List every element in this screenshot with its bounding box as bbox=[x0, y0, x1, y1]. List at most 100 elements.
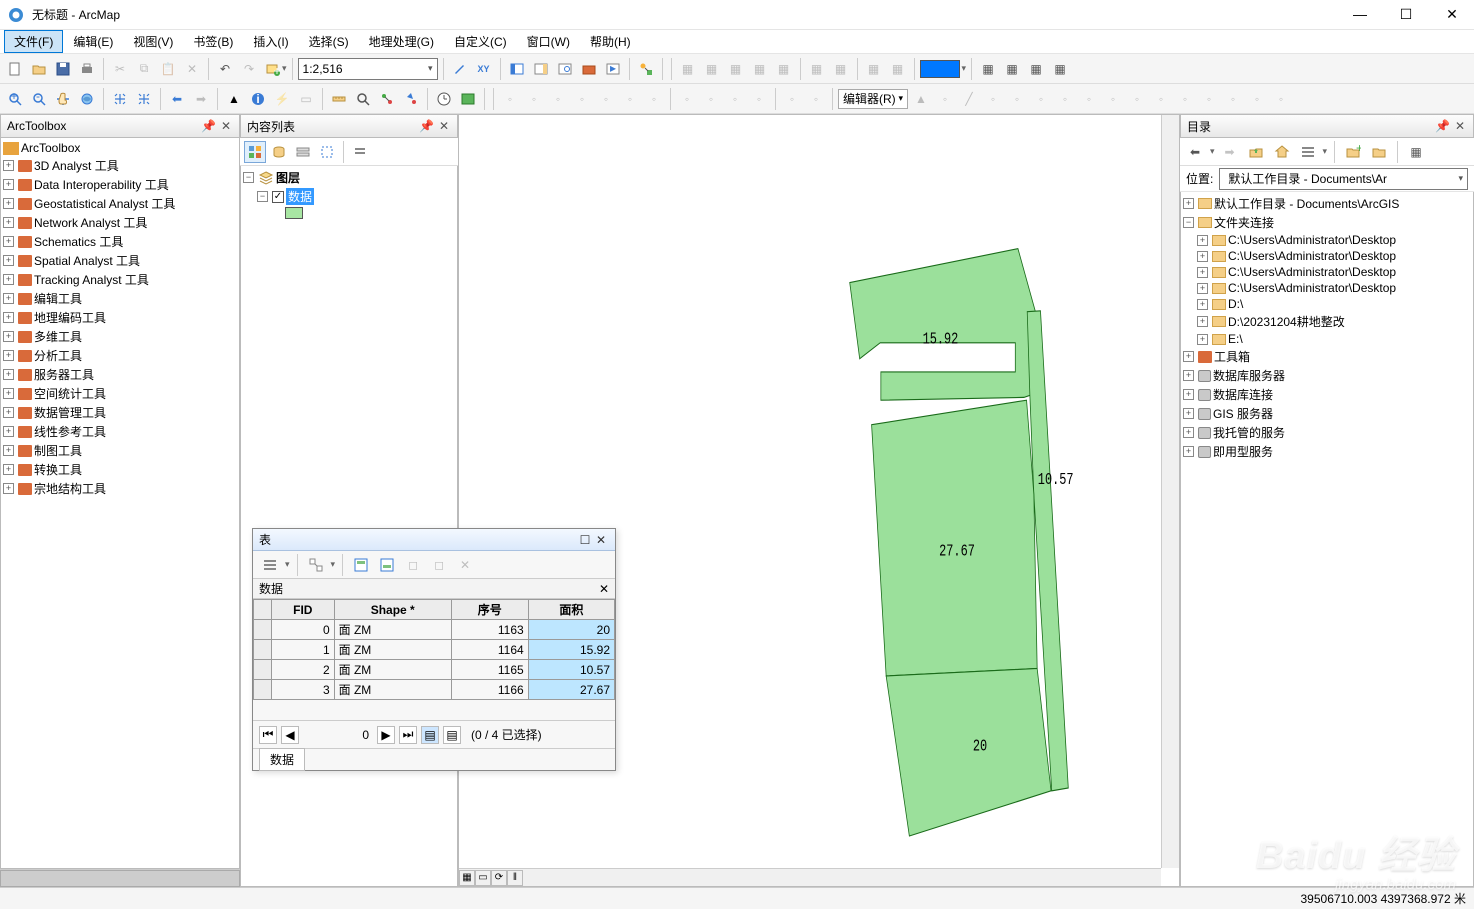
cell-fid[interactable]: 1 bbox=[272, 640, 335, 660]
catalog-folder[interactable]: +C:\Users\Administrator\Desktop bbox=[1183, 248, 1471, 264]
menu-窗口[interactable]: 窗口(W) bbox=[517, 30, 580, 53]
minimize-button[interactable]: — bbox=[1346, 6, 1374, 23]
layout-view-icon[interactable]: ▭ bbox=[475, 870, 491, 886]
list-by-drawing-icon[interactable] bbox=[244, 141, 266, 163]
expand-icon[interactable]: + bbox=[3, 483, 14, 494]
cell-area[interactable]: 10.57 bbox=[528, 660, 614, 680]
row-header[interactable] bbox=[254, 640, 272, 660]
expand-icon[interactable]: + bbox=[1183, 408, 1194, 419]
dropdown-caret-icon[interactable]: ▾ bbox=[962, 63, 967, 74]
collapse-icon[interactable]: − bbox=[243, 172, 254, 183]
expand-icon[interactable]: + bbox=[3, 464, 14, 475]
expand-icon[interactable]: + bbox=[3, 293, 14, 304]
table-row[interactable]: 2面 ZM116510.57 bbox=[254, 660, 615, 680]
catalog-folder[interactable]: +E:\ bbox=[1183, 331, 1471, 347]
cat-default-dir[interactable]: +默认工作目录 - Documents\ArcGIS bbox=[1183, 194, 1471, 213]
cat-folder-connections[interactable]: −文件夹连接 bbox=[1183, 213, 1471, 232]
table-col-header[interactable]: 序号 bbox=[451, 600, 528, 620]
cat-db-conn[interactable]: +数据库连接 bbox=[1183, 385, 1471, 404]
expand-icon[interactable]: + bbox=[1197, 316, 1208, 327]
layer-checkbox[interactable]: ✓ bbox=[272, 191, 284, 203]
catalog-folder[interactable]: +C:\Users\Administrator\Desktop bbox=[1183, 232, 1471, 248]
save-icon[interactable] bbox=[52, 58, 74, 80]
find-icon[interactable] bbox=[352, 88, 374, 110]
back-icon[interactable]: ⬅ bbox=[1184, 141, 1206, 163]
show-all-icon[interactable]: ▤ bbox=[421, 726, 439, 744]
scale-combo[interactable]: 1:2,516 ▾ bbox=[298, 58, 438, 80]
cat-gis-servers[interactable]: +GIS 服务器 bbox=[1183, 404, 1471, 423]
cell-fid[interactable]: 3 bbox=[272, 680, 335, 700]
expand-icon[interactable]: + bbox=[3, 426, 14, 437]
collapse-icon[interactable]: − bbox=[257, 191, 268, 202]
menu-地理处理[interactable]: 地理处理(G) bbox=[359, 30, 444, 53]
map-polygon[interactable] bbox=[872, 400, 1038, 676]
refresh-icon[interactable]: ⟳ bbox=[491, 870, 507, 886]
expand-icon[interactable]: + bbox=[3, 369, 14, 380]
maximize-button[interactable]: ☐ bbox=[1392, 6, 1420, 23]
toolbox-item[interactable]: +Spatial Analyst 工具 bbox=[3, 251, 237, 270]
select-by-attr-icon[interactable] bbox=[350, 554, 372, 576]
expand-icon[interactable]: + bbox=[1183, 198, 1194, 209]
expand-icon[interactable]: + bbox=[3, 350, 14, 361]
find-route-icon[interactable] bbox=[376, 88, 398, 110]
fixed-zoom-out-icon[interactable] bbox=[133, 88, 155, 110]
expand-icon[interactable]: + bbox=[1197, 251, 1208, 262]
table-options-icon[interactable] bbox=[259, 554, 281, 576]
related-tables-icon[interactable] bbox=[305, 554, 327, 576]
cell-area[interactable]: 20 bbox=[528, 620, 614, 640]
symbol-preview[interactable] bbox=[920, 60, 960, 78]
cell-shape[interactable]: 面 ZM bbox=[334, 680, 451, 700]
toolbox-item[interactable]: +多维工具 bbox=[3, 327, 237, 346]
table-row[interactable]: 3面 ZM116627.67 bbox=[254, 680, 615, 700]
cell-seq[interactable]: 1166 bbox=[451, 680, 528, 700]
data-view-icon[interactable]: ▦ bbox=[459, 870, 475, 886]
catalog-folder[interactable]: +D:\ bbox=[1183, 296, 1471, 312]
pause-icon[interactable]: ‖ bbox=[507, 870, 523, 886]
prev-extent-icon[interactable]: ⬅ bbox=[166, 88, 188, 110]
layout-icon-2[interactable]: ▦ bbox=[1001, 58, 1023, 80]
toolbox-item[interactable]: +转换工具 bbox=[3, 460, 237, 479]
row-header[interactable] bbox=[254, 660, 272, 680]
close-button[interactable]: ✕ bbox=[1438, 6, 1466, 23]
toolbox-item[interactable]: +编辑工具 bbox=[3, 289, 237, 308]
expand-icon[interactable]: + bbox=[1197, 283, 1208, 294]
toolbox-item[interactable]: +Geostatistical Analyst 工具 bbox=[3, 194, 237, 213]
expand-icon[interactable]: + bbox=[3, 217, 14, 228]
python-icon[interactable]: ▸ bbox=[602, 58, 624, 80]
row-header[interactable] bbox=[254, 620, 272, 640]
identify-icon[interactable]: i bbox=[247, 88, 269, 110]
expand-icon[interactable]: + bbox=[3, 312, 14, 323]
close-icon[interactable]: ✕ bbox=[1453, 119, 1467, 133]
catalog-folder[interactable]: +C:\Users\Administrator\Desktop bbox=[1183, 264, 1471, 280]
table-title-bar[interactable]: 表 ☐ ✕ bbox=[253, 529, 615, 551]
toolbox-hscroll[interactable] bbox=[0, 869, 240, 887]
fixed-zoom-in-icon[interactable] bbox=[109, 88, 131, 110]
map-polygon[interactable] bbox=[850, 249, 1035, 401]
list-by-visibility-icon[interactable] bbox=[292, 141, 314, 163]
expand-icon[interactable]: + bbox=[1183, 446, 1194, 457]
map-hscroll[interactable]: ▦ ▭ ⟳ ‖ bbox=[459, 868, 1161, 886]
up-icon[interactable] bbox=[1245, 141, 1267, 163]
table-close-icon[interactable]: ✕ bbox=[593, 533, 609, 547]
toolbox-item[interactable]: +Network Analyst 工具 bbox=[3, 213, 237, 232]
goto-xy-icon[interactable] bbox=[400, 88, 422, 110]
model-builder-icon[interactable] bbox=[635, 58, 657, 80]
table-tab[interactable]: 数据 bbox=[259, 748, 305, 771]
time-slider-icon[interactable] bbox=[433, 88, 455, 110]
pin-icon[interactable]: 📌 bbox=[419, 119, 433, 133]
connect-folder-icon[interactable]: + bbox=[1342, 141, 1364, 163]
catalog-icon[interactable] bbox=[530, 58, 552, 80]
menu-编辑[interactable]: 编辑(E) bbox=[63, 30, 123, 53]
expand-icon[interactable]: + bbox=[1197, 267, 1208, 278]
catalog-folder[interactable]: +C:\Users\Administrator\Desktop bbox=[1183, 280, 1471, 296]
toolbox-item[interactable]: +Tracking Analyst 工具 bbox=[3, 270, 237, 289]
table-row[interactable]: 0面 ZM116320 bbox=[254, 620, 615, 640]
list-by-selection-icon[interactable] bbox=[316, 141, 338, 163]
table-row[interactable]: 1面 ZM116415.92 bbox=[254, 640, 615, 660]
expand-icon[interactable]: + bbox=[3, 274, 14, 285]
xy-icon[interactable]: XY bbox=[473, 58, 495, 80]
cell-fid[interactable]: 0 bbox=[272, 620, 335, 640]
menu-视图[interactable]: 视图(V) bbox=[123, 30, 183, 53]
cat-my-hosted[interactable]: +我托管的服务 bbox=[1183, 423, 1471, 442]
table-col-header[interactable]: 面积 bbox=[528, 600, 614, 620]
